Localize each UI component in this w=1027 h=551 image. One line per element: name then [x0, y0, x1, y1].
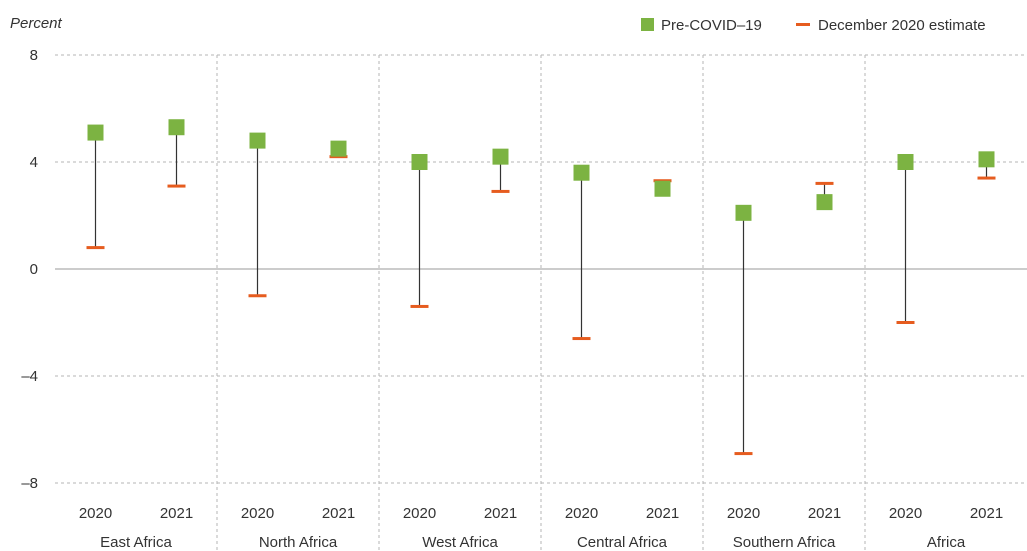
pre-covid-marker	[330, 140, 347, 157]
x-year-label: 2021	[970, 505, 1003, 522]
pre-covid-marker	[897, 154, 914, 170]
y-axis-label: Percent	[10, 15, 63, 32]
december-estimate-marker	[896, 321, 915, 324]
y-tick-label: –8	[21, 475, 38, 492]
x-year-label: 2021	[322, 505, 355, 522]
x-group-label: East Africa	[100, 534, 172, 551]
december-estimate-marker	[572, 337, 591, 341]
legend: Pre-COVID–19 December 2020 estimate	[641, 17, 986, 34]
x-year-label: 2020	[889, 505, 922, 522]
pre-covid-marker	[816, 194, 833, 211]
x-year-label: 2021	[646, 505, 679, 522]
december-estimate-marker	[86, 246, 105, 250]
grid	[55, 54, 1027, 551]
pre-covid-marker	[168, 119, 185, 136]
tick-labels: 8 4 0 –4 –8 East Africa 2020 2021 North Africa 20…	[21, 47, 1003, 551]
december-estimate-marker	[734, 452, 753, 456]
pre-covid-marker	[735, 204, 752, 221]
x-year-label: 2020	[727, 505, 760, 522]
x-group-label: West Africa	[422, 534, 498, 551]
legend-marker-pre-covid	[641, 18, 654, 31]
y-tick-label: –4	[21, 368, 38, 385]
december-estimate-marker	[167, 184, 186, 188]
pre-covid-marker	[654, 180, 671, 197]
december-estimate-marker	[815, 181, 834, 185]
y-tick-label: 0	[30, 261, 38, 278]
pre-covid-marker	[978, 151, 995, 168]
x-year-label: 2021	[160, 505, 193, 522]
legend-label-pre-covid: Pre-COVID–19	[661, 17, 762, 34]
x-year-label: 2020	[79, 505, 112, 522]
december-estimate-marker	[653, 179, 672, 183]
x-group-label: Central Africa	[577, 534, 668, 551]
december-estimate-marker	[491, 189, 510, 193]
december-estimate-marker	[329, 155, 348, 159]
legend-label-december-estimate: December 2020 estimate	[818, 17, 986, 34]
x-group-label: Africa	[927, 534, 966, 551]
x-year-label: 2021	[484, 505, 517, 522]
december-estimate-marker	[248, 294, 267, 298]
legend-marker-december-estimate	[796, 23, 810, 26]
december-estimate-marker	[977, 176, 996, 180]
pre-covid-marker	[87, 124, 104, 141]
x-year-label: 2020	[241, 505, 274, 522]
december-estimate-marker	[410, 304, 429, 308]
pre-covid-marker	[573, 164, 590, 181]
x-group-label: Southern Africa	[733, 534, 836, 551]
x-year-label: 2020	[403, 505, 436, 522]
pre-covid-marker	[249, 132, 266, 149]
x-group-label: North Africa	[259, 534, 338, 551]
y-tick-label: 4	[30, 154, 38, 171]
marks	[86, 119, 996, 456]
pre-covid-marker	[492, 148, 509, 165]
pre-covid-marker	[411, 154, 428, 170]
x-year-label: 2021	[808, 505, 841, 522]
y-tick-label: 8	[30, 47, 38, 64]
x-year-label: 2020	[565, 505, 598, 522]
